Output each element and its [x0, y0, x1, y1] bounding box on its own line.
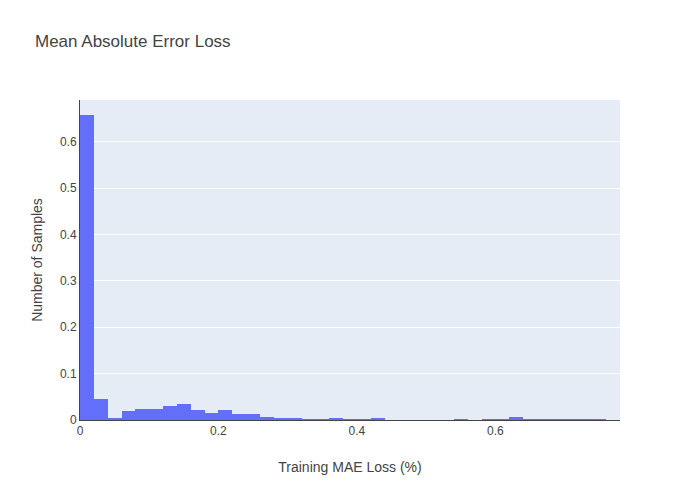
- svg-text:0.4: 0.4: [60, 228, 77, 242]
- svg-text:0.1: 0.1: [60, 367, 77, 381]
- svg-text:0.6: 0.6: [60, 135, 77, 149]
- svg-text:0.3: 0.3: [60, 274, 77, 288]
- svg-text:Number of Samples: Number of Samples: [29, 198, 45, 322]
- svg-text:0.2: 0.2: [60, 320, 77, 334]
- svg-text:0.2: 0.2: [210, 424, 227, 438]
- svg-text:0.6: 0.6: [487, 424, 504, 438]
- svg-text:0.4: 0.4: [349, 424, 366, 438]
- svg-text:Training MAE Loss (%): Training MAE Loss (%): [278, 459, 421, 475]
- svg-text:0: 0: [77, 424, 84, 438]
- svg-text:0: 0: [70, 413, 77, 427]
- svg-text:0.5: 0.5: [60, 181, 77, 195]
- svg-text:Mean Absolute Error Loss: Mean Absolute Error Loss: [35, 32, 231, 51]
